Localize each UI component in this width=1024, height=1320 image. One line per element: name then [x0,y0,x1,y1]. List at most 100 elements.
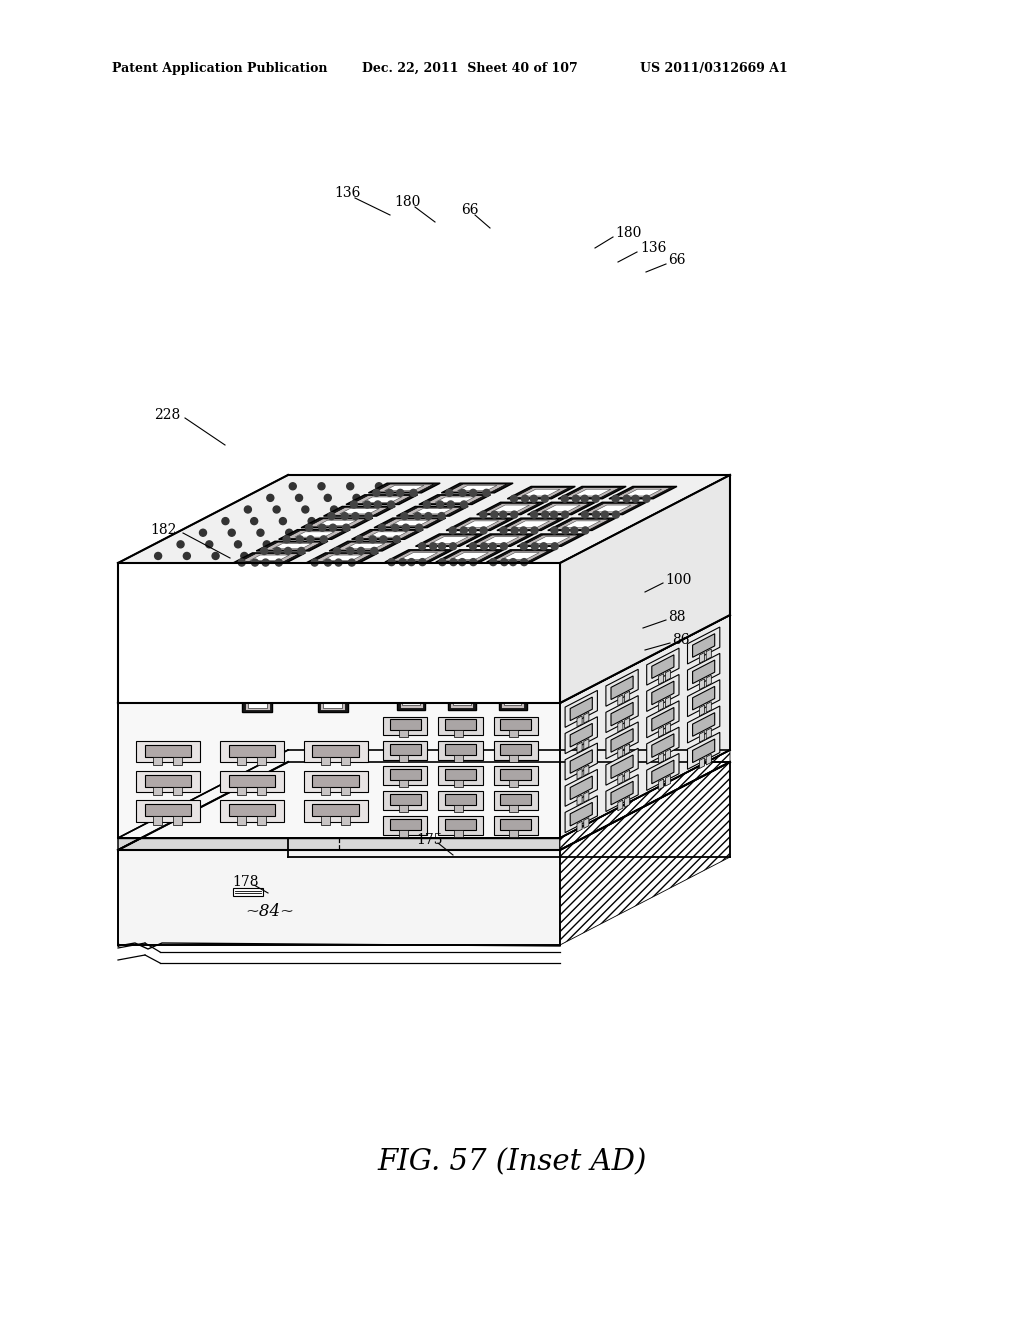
Polygon shape [301,517,373,528]
Circle shape [283,635,290,642]
Circle shape [520,543,527,549]
Polygon shape [588,643,611,663]
Circle shape [519,651,525,656]
Polygon shape [305,657,330,678]
Text: 136: 136 [640,242,667,255]
Polygon shape [322,787,330,795]
Circle shape [379,524,385,531]
Circle shape [456,680,462,686]
Polygon shape [617,774,623,784]
Circle shape [298,548,305,554]
Circle shape [601,511,608,519]
Polygon shape [390,770,421,780]
Polygon shape [424,639,442,656]
Circle shape [348,560,355,566]
Circle shape [358,671,365,677]
Circle shape [592,495,599,503]
Circle shape [286,660,292,667]
Polygon shape [509,830,518,837]
Polygon shape [265,678,290,700]
Polygon shape [504,690,521,705]
Polygon shape [530,673,553,693]
Circle shape [263,681,269,688]
Polygon shape [329,649,347,667]
Circle shape [520,527,527,535]
Circle shape [332,639,338,645]
Polygon shape [455,656,483,680]
Circle shape [284,671,290,677]
Circle shape [307,536,314,543]
Polygon shape [617,694,623,705]
Polygon shape [317,686,347,713]
Polygon shape [285,531,344,539]
Polygon shape [304,771,368,792]
Circle shape [536,665,542,672]
Circle shape [430,543,436,549]
Circle shape [416,524,423,531]
Polygon shape [625,770,630,781]
Polygon shape [307,553,379,562]
Polygon shape [374,517,445,528]
Polygon shape [118,475,730,564]
Polygon shape [472,535,528,545]
Circle shape [570,651,577,656]
Polygon shape [383,767,427,785]
Circle shape [327,624,333,631]
Polygon shape [501,770,531,780]
Polygon shape [383,717,427,735]
Circle shape [316,655,324,661]
Polygon shape [611,729,633,752]
Circle shape [392,649,399,656]
Polygon shape [451,688,473,708]
Polygon shape [399,688,423,708]
Circle shape [461,502,468,508]
Polygon shape [699,731,705,742]
Polygon shape [522,490,560,496]
Circle shape [511,527,518,535]
Polygon shape [317,520,356,525]
Polygon shape [625,744,630,755]
Text: Patent Application Publication: Patent Application Publication [112,62,328,75]
Circle shape [561,495,568,503]
Circle shape [155,553,162,560]
Polygon shape [503,519,559,529]
Polygon shape [494,742,538,760]
Polygon shape [336,543,394,550]
Polygon shape [324,692,342,708]
Polygon shape [508,657,531,677]
Circle shape [498,635,504,642]
Polygon shape [584,766,589,776]
Polygon shape [647,701,679,738]
Text: ~84~: ~84~ [246,903,295,920]
Circle shape [501,680,508,686]
Circle shape [345,628,352,635]
Polygon shape [135,771,200,792]
Polygon shape [586,640,613,665]
Polygon shape [438,792,482,810]
Circle shape [375,502,381,508]
Circle shape [248,665,255,672]
Polygon shape [421,636,445,659]
Circle shape [428,665,435,672]
Polygon shape [118,615,730,704]
Polygon shape [144,775,190,787]
Circle shape [530,495,538,503]
Circle shape [318,524,326,531]
Circle shape [531,527,538,535]
Circle shape [165,696,172,702]
Circle shape [624,495,630,503]
Circle shape [302,506,309,513]
Circle shape [355,635,362,642]
Polygon shape [263,543,322,550]
Circle shape [406,680,412,686]
Polygon shape [527,671,556,694]
Circle shape [396,490,403,496]
Polygon shape [400,553,437,560]
Polygon shape [560,750,730,850]
Polygon shape [154,787,162,795]
Circle shape [160,685,167,692]
Circle shape [510,558,516,565]
Circle shape [379,660,385,667]
Polygon shape [652,734,674,758]
Circle shape [425,512,432,520]
